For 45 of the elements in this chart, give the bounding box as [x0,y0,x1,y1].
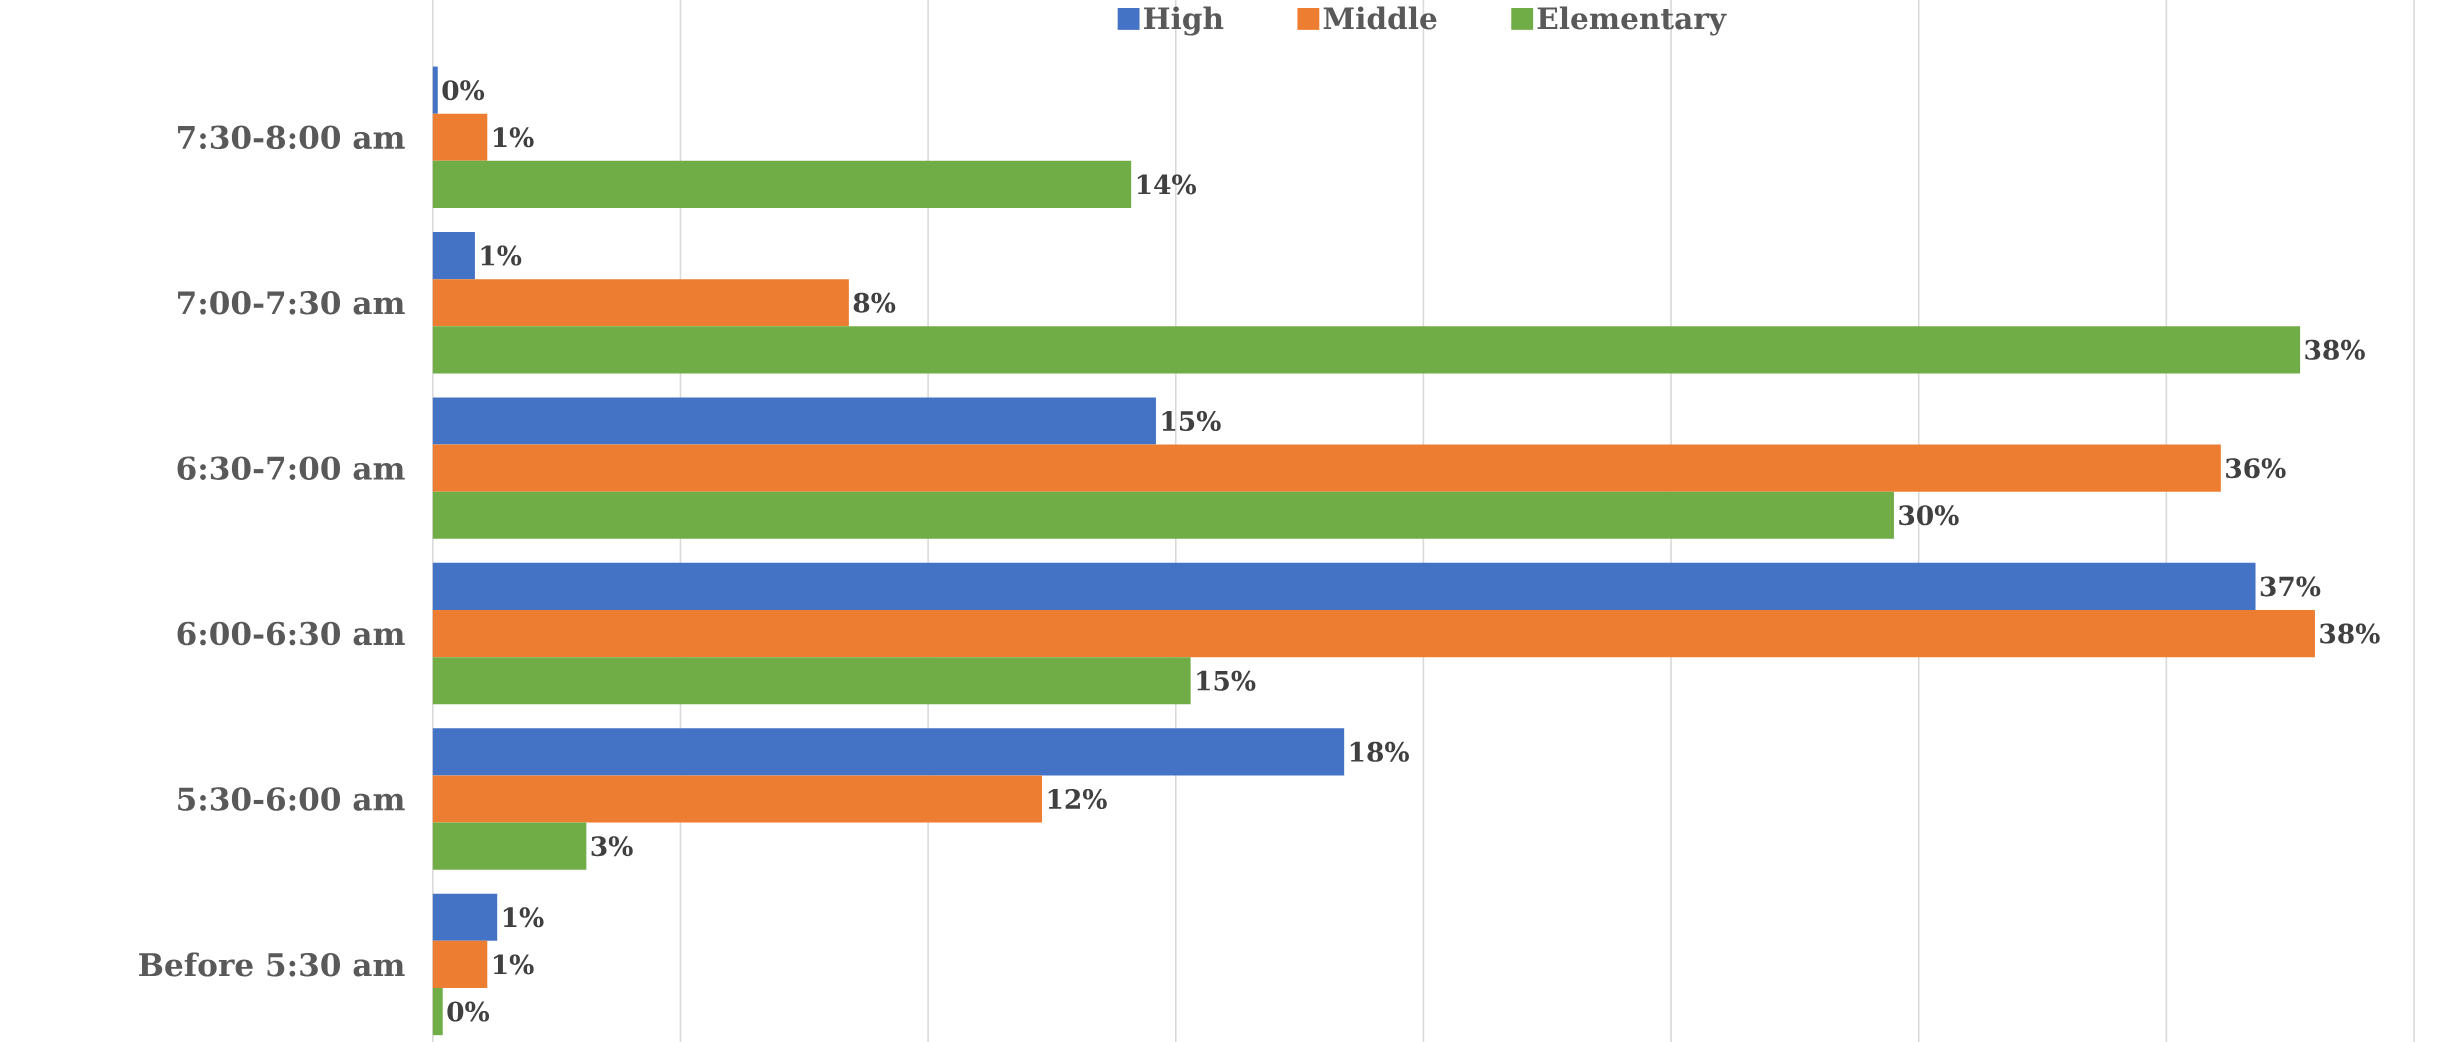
data-label: 18% [1350,741,1409,762]
bar [432,940,488,988]
data-label: 3% [591,836,633,857]
data-label: 0% [447,1001,490,1022]
bar [432,775,1043,823]
data-label: 15% [1162,410,1221,431]
data-label: 36% [2226,458,2286,479]
bar [432,562,2256,610]
data-label: 30% [1899,505,1959,526]
y-tick-label: Before 5:30 am [139,952,405,977]
bar [432,231,475,280]
bar [432,657,1191,705]
bar [432,893,498,941]
data-label: 38% [2320,623,2380,644]
data-label: 1% [493,127,534,148]
y-tick-label: 6:30-7:00 am [177,456,405,480]
bar [432,491,1894,539]
y-tick-label: 7:00-7:30 am [178,290,405,315]
bar [432,397,1156,445]
bar [432,987,443,1036]
bar [432,66,438,114]
bar [432,279,849,327]
data-label: 0% [442,80,485,101]
y-tick-label: 7:30-8:00 am [178,125,405,149]
data-label: 1% [503,907,544,928]
bar [432,326,2301,374]
data-label: 1% [493,954,534,975]
legend-label: Middle [1323,6,1437,30]
data-label: 8% [853,292,896,313]
data-label: 12% [1048,788,1107,809]
data-label: 15% [1197,670,1256,691]
y-tick-label: 6:00-6:30 am [177,621,405,646]
bar [432,728,1345,776]
data-label: 14% [1137,174,1196,195]
data-label: 1% [481,245,522,266]
data-label: 37% [2260,576,2321,597]
bar [432,160,1132,208]
y-tick-label: 5:30-6:00 am [178,787,405,811]
data-label: 38% [2305,339,2365,360]
bar [432,609,2315,658]
bar [432,444,2221,492]
bar [432,113,488,161]
legend-label: Elementary [1537,6,1727,36]
legend-label: High [1144,6,1224,36]
bar [432,822,587,870]
